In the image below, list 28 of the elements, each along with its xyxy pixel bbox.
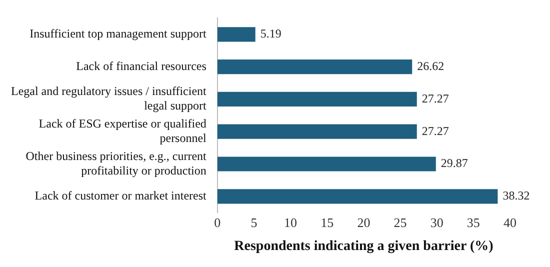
x-tick-label: 15: [320, 214, 334, 230]
data-label: 38.32: [502, 188, 530, 203]
bar: [217, 27, 256, 42]
data-label: 5.19: [260, 26, 282, 41]
y-tick-label: Other business priorities, e.g., current profitability or production: [26, 148, 208, 178]
data-label: 27.27: [422, 124, 449, 138]
y-tick-label: Insufficient top management support: [30, 26, 208, 41]
y-tick-label: Legal and regulatory issues / insufficient legal support: [10, 84, 208, 113]
bar: [217, 92, 417, 106]
x-tick-label: 25: [394, 214, 407, 230]
x-tick-label: 5: [250, 214, 258, 230]
x-tick-label: 30: [430, 214, 444, 230]
x-axis-title: Respondents indicating a given barrier (%): [234, 239, 494, 254]
bar: [217, 189, 498, 204]
bar: [217, 124, 417, 139]
data-label: 27.27: [422, 91, 449, 106]
x-tick-label: 0: [214, 214, 221, 230]
x-tick-label: 20: [357, 214, 370, 230]
bar: [217, 60, 412, 74]
x-tick-label: 35: [466, 214, 480, 230]
x-tick-label: 10: [284, 214, 298, 230]
bar: [217, 156, 436, 172]
y-tick-label: Lack of financial resources: [76, 58, 207, 73]
x-tick-label: 40: [504, 214, 516, 230]
y-tick-label: Lack of customer or market interest: [34, 188, 208, 203]
data-label: 29.87: [440, 156, 468, 170]
y-tick-label: Lack of ESG expertise or qualified personnel: [38, 116, 208, 145]
data-label: 26.62: [417, 58, 444, 73]
